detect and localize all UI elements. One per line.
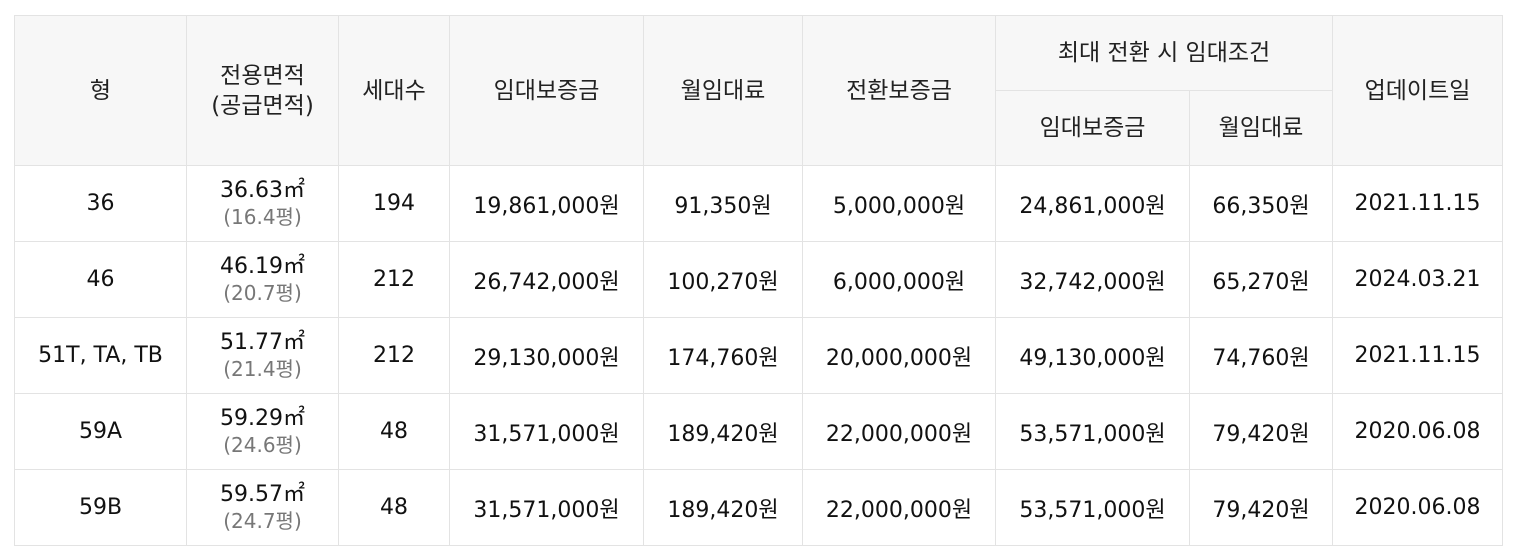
cell-monthly-rent: 189,420원 xyxy=(643,469,803,546)
cell-monthly-rent: 174,760원 xyxy=(643,317,803,394)
cell-households: 212 xyxy=(338,241,450,318)
rental-table-container: 형 전용면적 (공급면적) 세대수 임대보증금 월임대료 전환보증금 최대 전환… xyxy=(14,15,1503,546)
cell-max-deposit: 53,571,000원 xyxy=(995,469,1190,546)
cell-max-monthly-rent: 79,420원 xyxy=(1189,393,1333,470)
header-type: 형 xyxy=(14,15,187,166)
cell-deposit: 19,861,000원 xyxy=(449,165,644,242)
exclusive-area: 59.29㎡ xyxy=(220,405,305,431)
exclusive-area: 36.63㎡ xyxy=(220,177,305,203)
cell-households: 48 xyxy=(338,393,450,470)
cell-households: 48 xyxy=(338,469,450,546)
header-households: 세대수 xyxy=(338,15,450,166)
table-header: 형 전용면적 (공급면적) 세대수 임대보증금 월임대료 전환보증금 최대 전환… xyxy=(14,15,1503,166)
header-area: 전용면적 (공급면적) xyxy=(186,15,339,166)
supply-area: (20.7평) xyxy=(223,280,302,305)
cell-monthly-rent: 91,350원 xyxy=(643,165,803,242)
cell-households: 194 xyxy=(338,165,450,242)
supply-area: (24.7평) xyxy=(223,508,302,533)
supply-area: (16.4평) xyxy=(223,204,302,229)
cell-max-deposit: 32,742,000원 xyxy=(995,241,1190,318)
header-conversion-deposit: 전환보증금 xyxy=(802,15,996,166)
cell-type: 51T, TA, TB xyxy=(14,317,187,394)
cell-type: 36 xyxy=(14,165,187,242)
cell-conversion-deposit: 22,000,000원 xyxy=(802,393,996,470)
cell-area: 36.63㎡ (16.4평) xyxy=(186,165,339,242)
table-row: 36 36.63㎡ (16.4평) 194 19,861,000원 91,350원 5,00… xyxy=(14,165,1503,242)
cell-max-monthly-rent: 74,760원 xyxy=(1189,317,1333,394)
header-area-line2: (공급면적) xyxy=(211,92,314,119)
cell-updated: 2020.06.08 xyxy=(1332,469,1503,546)
cell-max-deposit: 53,571,000원 xyxy=(995,393,1190,470)
table-row: 59B 59.57㎡ (24.7평) 48 31,571,000원 189,420원 22,… xyxy=(14,469,1503,546)
exclusive-area: 46.19㎡ xyxy=(220,253,305,279)
cell-conversion-deposit: 5,000,000원 xyxy=(802,165,996,242)
cell-deposit: 31,571,000원 xyxy=(449,393,644,470)
cell-max-monthly-rent: 65,270원 xyxy=(1189,241,1333,318)
cell-max-monthly-rent: 66,350원 xyxy=(1189,165,1333,242)
cell-type: 46 xyxy=(14,241,187,318)
cell-max-monthly-rent: 79,420원 xyxy=(1189,469,1333,546)
table-row: 59A 59.29㎡ (24.6평) 48 31,571,000원 189,420원 22,… xyxy=(14,393,1503,470)
cell-area: 59.57㎡ (24.7평) xyxy=(186,469,339,546)
header-max-deposit: 임대보증금 xyxy=(995,90,1190,166)
cell-max-deposit: 24,861,000원 xyxy=(995,165,1190,242)
table-body: 36 36.63㎡ (16.4평) 194 19,861,000원 91,350원 5,00… xyxy=(14,165,1503,546)
header-max-conversion: 최대 전환 시 임대조건 xyxy=(995,15,1333,91)
exclusive-area: 51.77㎡ xyxy=(220,329,305,355)
header-deposit: 임대보증금 xyxy=(449,15,644,166)
cell-conversion-deposit: 6,000,000원 xyxy=(802,241,996,318)
cell-monthly-rent: 189,420원 xyxy=(643,393,803,470)
supply-area: (21.4평) xyxy=(223,356,302,381)
supply-area: (24.6평) xyxy=(223,432,302,457)
table-row: 46 46.19㎡ (20.7평) 212 26,742,000원 100,270원 6,0… xyxy=(14,241,1503,318)
cell-updated: 2020.06.08 xyxy=(1332,393,1503,470)
cell-updated: 2021.11.15 xyxy=(1332,165,1503,242)
cell-max-deposit: 49,130,000원 xyxy=(995,317,1190,394)
cell-conversion-deposit: 20,000,000원 xyxy=(802,317,996,394)
rental-conditions-table: 형 전용면적 (공급면적) 세대수 임대보증금 월임대료 전환보증금 최대 전환… xyxy=(14,15,1503,546)
cell-conversion-deposit: 22,000,000원 xyxy=(802,469,996,546)
cell-deposit: 26,742,000원 xyxy=(449,241,644,318)
cell-area: 46.19㎡ (20.7평) xyxy=(186,241,339,318)
cell-deposit: 31,571,000원 xyxy=(449,469,644,546)
cell-type: 59A xyxy=(14,393,187,470)
cell-updated: 2021.11.15 xyxy=(1332,317,1503,394)
cell-type: 59B xyxy=(14,469,187,546)
cell-deposit: 29,130,000원 xyxy=(449,317,644,394)
exclusive-area: 59.57㎡ xyxy=(220,481,305,507)
cell-area: 51.77㎡ (21.4평) xyxy=(186,317,339,394)
cell-households: 212 xyxy=(338,317,450,394)
table-row: 51T, TA, TB 51.77㎡ (21.4평) 212 29,130,000원 17… xyxy=(14,317,1503,394)
cell-monthly-rent: 100,270원 xyxy=(643,241,803,318)
cell-area: 59.29㎡ (24.6평) xyxy=(186,393,339,470)
header-monthly-rent: 월임대료 xyxy=(643,15,803,166)
cell-updated: 2024.03.21 xyxy=(1332,241,1503,318)
header-max-monthly-rent: 월임대료 xyxy=(1189,90,1333,166)
header-updated: 업데이트일 xyxy=(1332,15,1503,166)
header-area-line1: 전용면적 xyxy=(220,62,305,89)
